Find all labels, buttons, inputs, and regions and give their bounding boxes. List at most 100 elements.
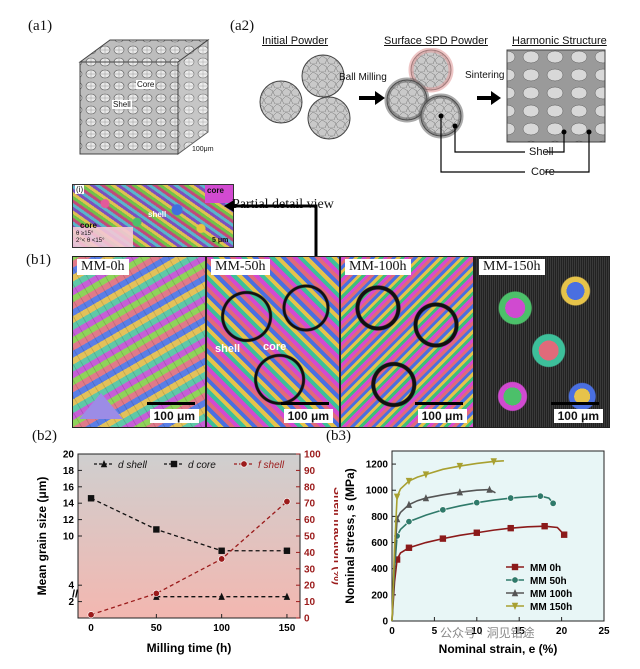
x-tick-label: 50 — [151, 623, 163, 634]
data-point — [405, 518, 413, 526]
data-point — [536, 492, 544, 500]
title-harmonic-structure: Harmonic Structure — [512, 35, 607, 47]
data-point — [439, 506, 447, 514]
data-point — [473, 529, 480, 536]
legend-marker — [240, 460, 248, 468]
data-point — [283, 592, 291, 600]
ebsd-image-mm-150h: MM-150h 100 μm — [474, 256, 610, 428]
data-point — [507, 524, 514, 532]
y2-tick-label: 90 — [304, 466, 316, 477]
y2-tick-label: 70 — [304, 499, 316, 510]
x-tick-label: 10 — [471, 626, 483, 637]
title-surface-spd-powder: Surface SPD Powder — [384, 35, 488, 47]
series-MM-50h: MM 50h — [391, 492, 567, 622]
detail-core-bottom: core — [80, 221, 97, 230]
detail-shell: shell — [148, 210, 167, 219]
harmonic-cube-diagram — [78, 39, 210, 155]
panel-label-b3: (b3) — [326, 428, 351, 444]
data-point — [393, 556, 401, 563]
y2-tick-label: 20 — [304, 581, 316, 592]
y-tick-label: 200 — [371, 590, 388, 601]
detail-core-top: core — [207, 186, 224, 195]
chart-b2-grain-size: 0 50 100 150 2 4 10 12 14 16 18 20 0 10 20 30 40 50 60 70 80… — [35, 450, 338, 656]
y2-tick-label: 80 — [304, 482, 316, 493]
y2-tick-label: 10 — [304, 597, 316, 608]
y-tick-label: 12 — [63, 515, 75, 526]
series-d-shell: d shell — [94, 460, 291, 600]
y2-tick-label: 100 — [304, 450, 321, 461]
scale-label-mm-0h: 100 μm — [149, 409, 199, 423]
ball-milling-label: Ball Milling — [339, 72, 387, 83]
y-axis-label: Mean grain size (μm) — [35, 477, 49, 596]
chart-b3-stress-strain: 0 5 10 15 20 25 0 200 400 600 800 1000 1200 Nominal s… — [343, 450, 610, 656]
legend-label: MM 150h — [530, 602, 572, 613]
a1-core-label: Core — [136, 80, 156, 89]
core-leader-label: Core — [531, 166, 555, 178]
data-point — [405, 544, 413, 551]
legend-label: f shell — [258, 460, 285, 471]
b1-core-label: core — [263, 341, 287, 353]
data-point — [456, 488, 464, 496]
data-point — [541, 522, 548, 530]
b1-label-mm-0h: MM-0h — [77, 259, 129, 275]
data-point — [283, 547, 291, 554]
y-tick-label: 18 — [63, 466, 75, 477]
y-tick-label: 16 — [63, 482, 75, 493]
data-point — [87, 495, 95, 502]
y2-tick-label: 50 — [304, 532, 316, 543]
x-tick-label: 5 — [432, 626, 438, 637]
series-line — [90, 497, 287, 552]
partial-detail-image — [72, 184, 234, 248]
detail-legend-1: θ ≥15° — [76, 231, 94, 237]
series-line — [90, 501, 288, 616]
y2-tick-label: 40 — [304, 548, 316, 559]
legend-marker — [170, 460, 178, 468]
scale-bar-mm-150h — [551, 402, 599, 405]
x-axis-label: Nominal strain, e (%) — [439, 642, 558, 656]
plot-area — [77, 453, 301, 619]
y-tick-label: 20 — [63, 450, 75, 461]
y-tick-label: 1200 — [366, 460, 389, 471]
sintering-label: Sintering — [465, 70, 505, 81]
b1-label-mm-150h: MM-150h — [479, 259, 545, 275]
detail-connector-arrow — [224, 200, 318, 262]
series-d-core: d core — [87, 460, 291, 554]
y-tick-label: 0 — [382, 617, 388, 628]
legend-label: MM 50h — [530, 576, 567, 587]
y2-tick-label: 0 — [304, 614, 310, 625]
y-tick-label: 800 — [371, 512, 388, 523]
title-initial-powder: Initial Powder — [262, 35, 329, 47]
y2-axis-label: Shell fraction (%) — [331, 487, 338, 585]
scale-label-mm-100h: 100 μm — [417, 409, 467, 423]
y-tick-label: 4 — [68, 581, 74, 592]
scale-bar-mm-0h — [147, 402, 195, 405]
y-axis-label: Nominal stress, s (MPa) — [343, 468, 357, 603]
x-axis-label: Milling time (h) — [147, 641, 232, 655]
data-point — [549, 499, 557, 507]
x-tick-label: 0 — [389, 626, 395, 637]
data-point — [87, 611, 95, 619]
series-MM-150h: MM 150h — [391, 458, 572, 622]
watermark: 公众号 · 洞见钴途 — [440, 626, 535, 640]
data-point — [507, 494, 515, 502]
scale-bar-mm-100h — [415, 402, 463, 405]
b1-shell-label: shell — [215, 343, 241, 355]
data-point — [486, 485, 493, 493]
data-point — [405, 500, 413, 508]
detail-panel-label: (i) — [75, 185, 85, 194]
scale-label-mm-50h: 100 μm — [283, 409, 333, 423]
legend-marker — [511, 563, 519, 571]
scale-bar-mm-50h — [281, 402, 329, 405]
data-point — [218, 547, 225, 554]
data-point — [490, 458, 497, 466]
y2-tick-label: 30 — [304, 564, 316, 575]
y-tick-label: 600 — [371, 538, 388, 549]
y-tick-label: 10 — [63, 532, 75, 543]
data-point — [218, 592, 225, 600]
y-tick-label: 400 — [371, 564, 388, 575]
axis-break: // — [72, 588, 78, 600]
ebsd-image-mm-100h: MM-100h 100 μm — [340, 256, 474, 428]
data-point — [152, 589, 160, 597]
scale-label-mm-150h: 100 μm — [553, 409, 603, 423]
x-tick-label: 150 — [279, 623, 296, 634]
